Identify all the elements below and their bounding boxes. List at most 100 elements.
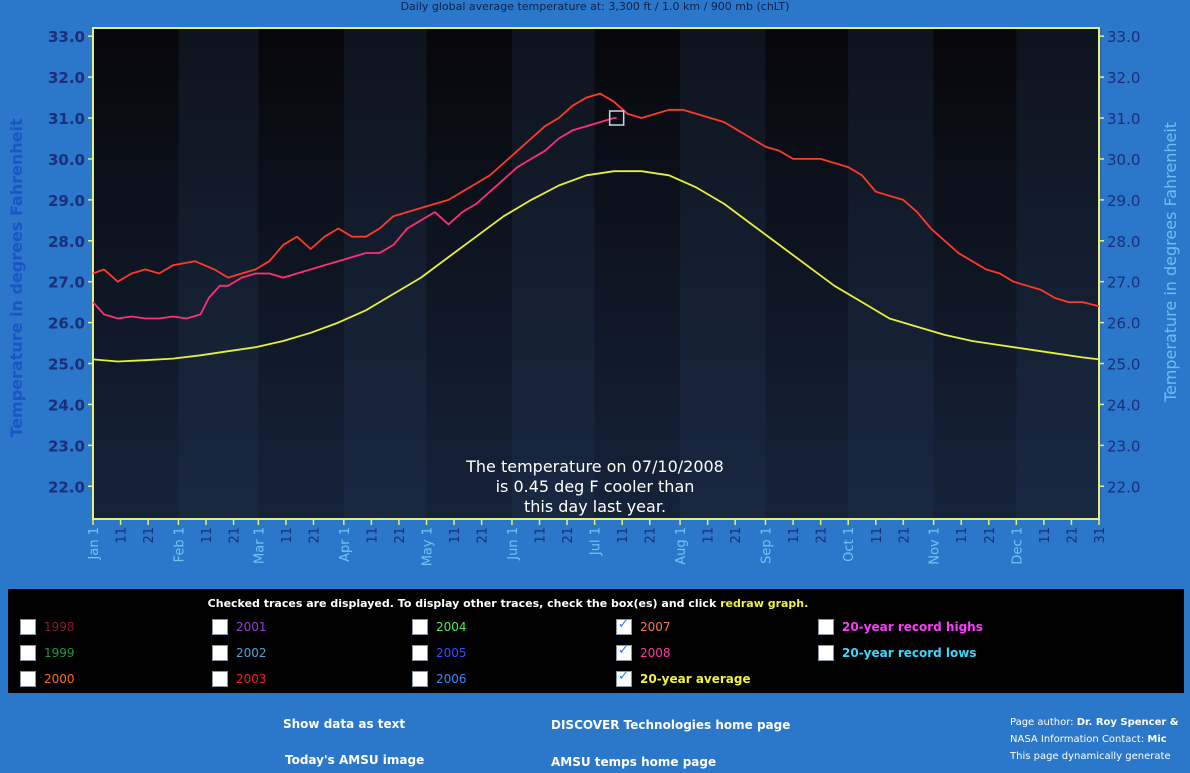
series-line-20-year-average	[92, 170, 1100, 363]
annotation-line: is 0.45 deg F cooler than	[496, 477, 695, 496]
y-tick-label: 27.0	[48, 274, 85, 292]
x-tick-label: 21	[815, 527, 830, 544]
x-tick-label: 11	[870, 527, 885, 544]
y-tick-label: 23.0	[1107, 437, 1140, 455]
trace-toggle[interactable]: 20-year average	[616, 669, 751, 687]
redraw-graph-link[interactable]: redraw graph.	[720, 597, 809, 610]
annotation-line: this day last year.	[524, 497, 666, 516]
checkbox[interactable]	[20, 619, 36, 635]
y-tick-label: 31.0	[1107, 110, 1140, 128]
discover-home-link[interactable]: DISCOVER Technologies home page	[551, 718, 791, 732]
x-tick-label: 11	[702, 527, 717, 544]
y-tick-label: 32.0	[48, 69, 85, 87]
x-tick-label: 21	[644, 527, 659, 544]
checkbox[interactable]	[212, 619, 228, 635]
x-tick-label: 11	[533, 527, 548, 544]
series-line-2007	[92, 92, 1100, 308]
author-label: Page author:	[1010, 717, 1074, 728]
checkbox[interactable]	[412, 645, 428, 661]
series-line-2008	[92, 117, 617, 320]
author-name[interactable]: Dr. Roy Spencer &	[1076, 717, 1179, 728]
x-tick-label: 21	[1065, 527, 1080, 544]
trace-toggle[interactable]: 20-year record highs	[818, 619, 983, 635]
x-tick-label: 11	[787, 527, 802, 544]
trace-toggle[interactable]: 2006	[412, 671, 467, 687]
checkbox[interactable]	[20, 671, 36, 687]
checkbox[interactable]	[412, 619, 428, 635]
y-tick-label: 33.0	[48, 28, 85, 46]
x-tick-label: 21	[897, 527, 912, 544]
x-tick-label: 11	[365, 527, 380, 544]
checkbox[interactable]	[212, 645, 228, 661]
x-tick-label: 21	[561, 527, 576, 544]
y-tick-label: 26.0	[1107, 315, 1140, 333]
y-tick-label: 24.0	[1107, 396, 1140, 414]
checkbox[interactable]	[616, 643, 632, 661]
trace-label: 2000	[44, 672, 75, 686]
month-band	[848, 28, 934, 519]
trace-toggle[interactable]: 2002	[212, 645, 267, 661]
controls-instruction: Checked traces are displayed. To display…	[8, 597, 1008, 610]
checkbox[interactable]	[616, 617, 632, 635]
x-tick-label: Apr 1	[338, 527, 353, 562]
x-tick-label: Nov 1	[928, 527, 943, 565]
x-tick-label: Jul 1	[589, 527, 604, 556]
x-tick-label: 21	[729, 527, 744, 544]
x-tick-label: 11	[1038, 527, 1053, 544]
y-tick-label: 24.0	[48, 396, 85, 414]
footer: Show data as text Today's AMSU image DIS…	[0, 693, 1190, 773]
y-tick-label: 26.0	[48, 315, 85, 333]
checkbox[interactable]	[616, 669, 632, 687]
trace-label: 20-year record lows	[842, 646, 977, 660]
x-tick-label: 11	[955, 527, 970, 544]
y-tick-label: 27.0	[1107, 274, 1140, 292]
x-tick-label: 21	[393, 527, 408, 544]
annotation-line: The temperature on 07/10/2008	[465, 457, 724, 476]
trace-toggle[interactable]: 2005	[412, 645, 467, 661]
trace-label: 1999	[44, 646, 75, 660]
x-tick-label: Jan 1	[87, 527, 102, 560]
trace-label: 2002	[236, 646, 267, 660]
checkbox[interactable]	[20, 645, 36, 661]
trace-toggle[interactable]: 1998	[20, 619, 75, 635]
trace-toggle[interactable]: 1999	[20, 645, 75, 661]
current-day-marker	[608, 110, 625, 126]
trace-label: 20-year average	[640, 672, 751, 686]
y-axis-left: 22.0 23.0 24.0 25.0 26.0 27.0 28.0 29.0 30.0 31.0…	[48, 28, 93, 496]
checkbox[interactable]	[212, 671, 228, 687]
trace-toggle[interactable]: 2004	[412, 619, 467, 635]
trace-label: 2006	[436, 672, 467, 686]
x-tick-label: Oct 1	[842, 527, 857, 562]
temperature-chart: 22.0 23.0 24.0 25.0 26.0 27.0 28.0 29.0 30.0 31.0…	[7, 27, 1180, 566]
trace-toggle[interactable]: 2003	[212, 671, 267, 687]
y-tick-label: 31.0	[48, 110, 85, 128]
trace-controls: Checked traces are displayed. To display…	[8, 589, 1184, 693]
y-tick-label: 29.0	[1107, 192, 1140, 210]
x-tick-label: 21	[307, 527, 322, 544]
x-tick-label: 21	[228, 527, 243, 544]
x-tick-label: 11	[280, 527, 295, 544]
x-tick-label: 11	[115, 527, 130, 544]
trace-toggle[interactable]: 2001	[212, 619, 267, 635]
checkbox[interactable]	[818, 619, 834, 635]
checkbox[interactable]	[412, 671, 428, 687]
trace-toggle[interactable]: 2008	[616, 643, 671, 661]
y-tick-label: 22.0	[48, 478, 85, 496]
show-data-as-text-link[interactable]: Show data as text	[283, 717, 406, 731]
checkbox[interactable]	[818, 645, 834, 661]
todays-amsu-image-link[interactable]: Today's AMSU image	[285, 753, 425, 767]
y-axis-right: 22.0 23.0 24.0 25.0 26.0 27.0 28.0 29.0 30.0 31.0…	[1099, 28, 1140, 496]
y-tick-label: 25.0	[1107, 356, 1140, 374]
trace-toggle[interactable]: 2000	[20, 671, 75, 687]
trace-label: 2001	[236, 620, 267, 634]
trace-toggle[interactable]: 2007	[616, 617, 671, 635]
x-tick-label: 11	[616, 527, 631, 544]
x-tick-label: 11	[200, 527, 215, 544]
y-tick-label: 25.0	[48, 356, 85, 374]
trace-toggle[interactable]: 20-year record lows	[818, 645, 977, 661]
nasa-label: NASA Information Contact:	[1010, 734, 1145, 745]
amsu-temps-home-link[interactable]: AMSU temps home page	[551, 755, 717, 769]
nasa-name[interactable]: Mic	[1147, 734, 1167, 745]
month-band	[178, 28, 259, 519]
